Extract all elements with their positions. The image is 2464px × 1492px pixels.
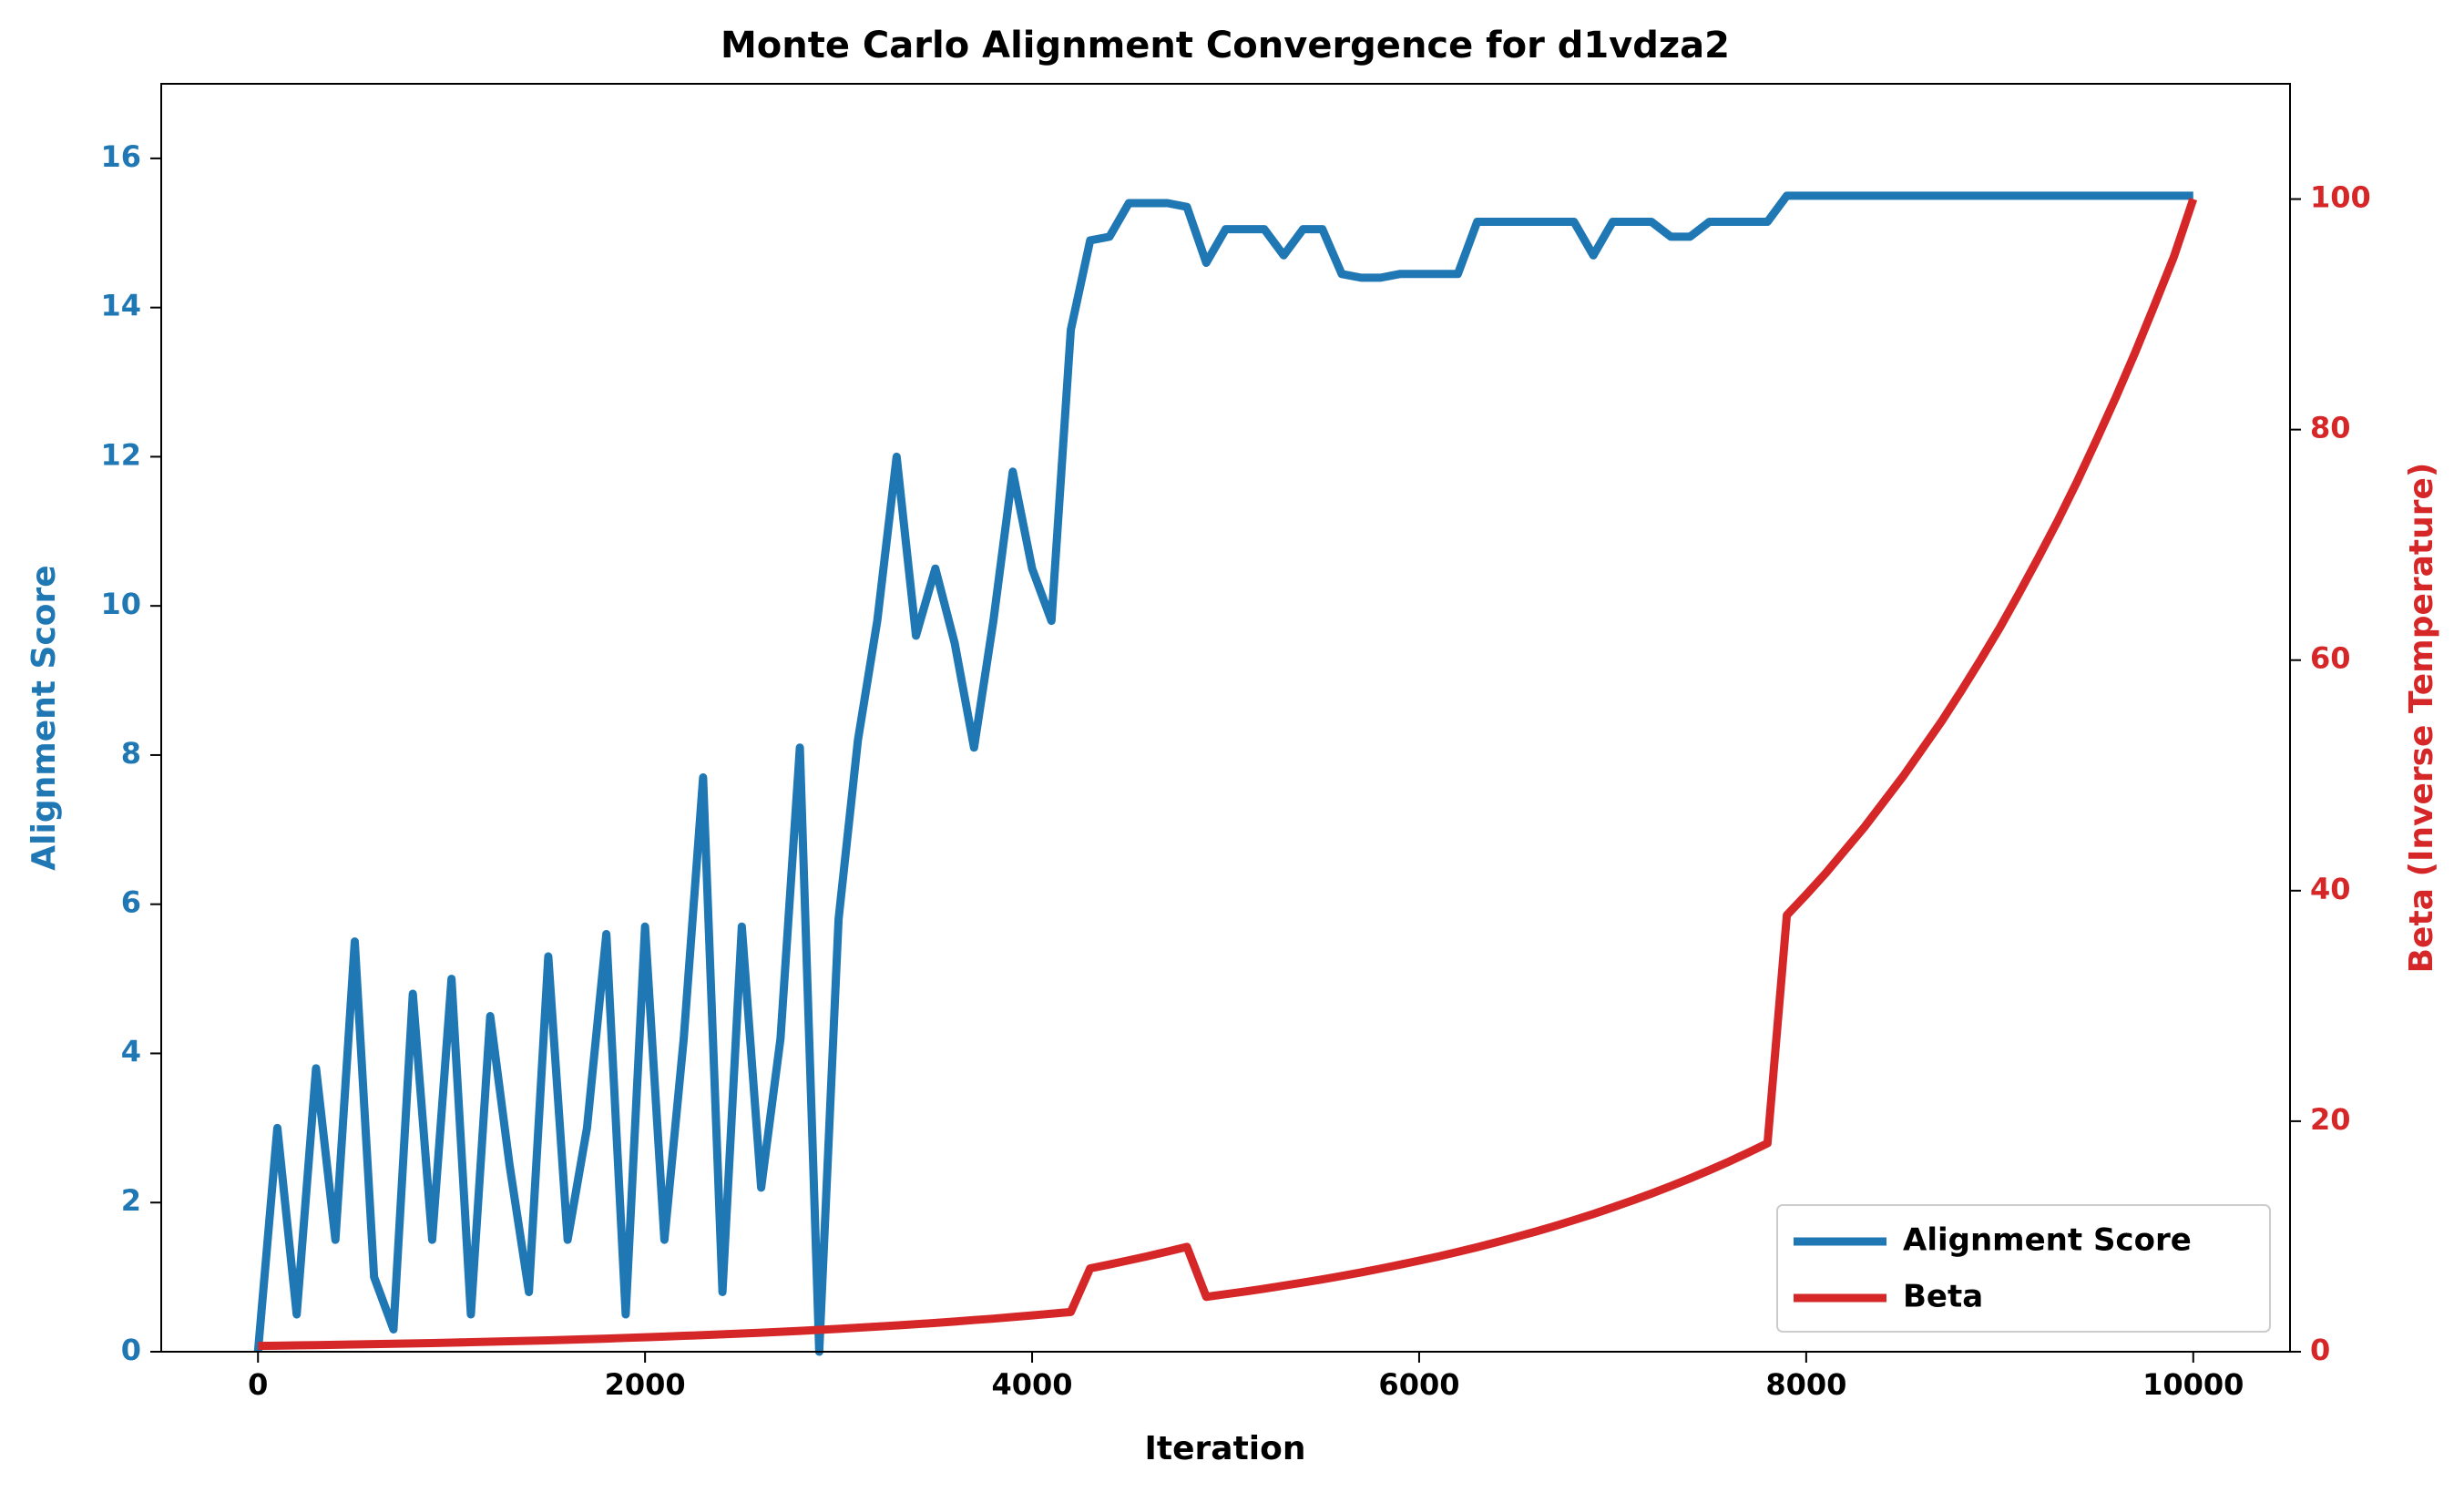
- legend-box: [1776, 1204, 2271, 1333]
- x-tick-label: 6000: [1378, 1367, 1459, 1402]
- y2-tick-label: 40: [2310, 872, 2351, 906]
- x-tick-label: 8000: [1765, 1367, 1846, 1402]
- y-tick-label: 12: [100, 437, 141, 472]
- y-tick-label: 6: [121, 885, 141, 920]
- legend-label: Alignment Score: [1903, 1222, 2192, 1259]
- plot-frame: [160, 83, 2291, 1353]
- y-tick-label: 16: [100, 139, 141, 174]
- y2-tick-label: 60: [2310, 641, 2351, 676]
- y-tick-label: 2: [121, 1183, 141, 1218]
- y-tick-label: 14: [100, 289, 141, 323]
- y-tick-label: 4: [121, 1034, 141, 1068]
- y-tick-label: 8: [121, 736, 141, 771]
- y-tick-label: 10: [100, 587, 141, 621]
- x-tick-label: 0: [248, 1367, 268, 1402]
- y-axis-label: Alignment Score: [26, 565, 63, 870]
- y2-tick-label: 0: [2310, 1333, 2330, 1367]
- y2-tick-label: 100: [2310, 180, 2371, 215]
- y-tick-label: 0: [121, 1333, 141, 1367]
- y2-axis-label: Beta (Inverse Temperature): [2403, 463, 2440, 974]
- x-tick-label: 10000: [2142, 1367, 2244, 1402]
- line-series: [253, 191, 2193, 1356]
- x-tick-label: 4000: [992, 1367, 1073, 1402]
- chart-title: Monte Carlo Alignment Convergence for d1…: [721, 25, 1730, 66]
- legend-label: Beta: [1903, 1279, 1983, 1315]
- x-tick-label: 2000: [605, 1367, 686, 1402]
- y2-tick-label: 80: [2310, 411, 2351, 445]
- line-series: [258, 198, 2198, 1351]
- x-axis-label: Iteration: [1145, 1430, 1306, 1467]
- y2-tick-label: 20: [2310, 1102, 2351, 1137]
